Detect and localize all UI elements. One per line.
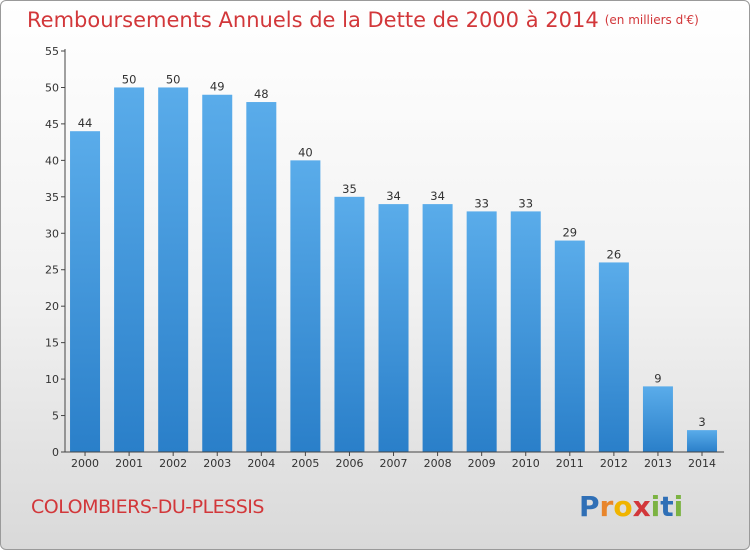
x-tick-label: 2012 <box>600 457 628 470</box>
bar <box>422 204 453 452</box>
bars: 44 50 50 49 48 40 35 34 34 33 33 29 26 9 3 <box>70 72 718 453</box>
y-tick-label: 50 <box>45 81 59 94</box>
bar <box>158 87 189 453</box>
x-tick-label: 2007 <box>380 457 408 470</box>
title-text: Remboursements Annuels de la Dette de 20… <box>27 8 599 32</box>
logo-letter: r <box>599 490 614 523</box>
bar-value-label: 50 <box>166 72 181 86</box>
y-axis: 0 5 10 15 20 25 30 35 40 45 50 55 <box>45 45 66 459</box>
bar-value-label: 34 <box>386 189 401 203</box>
proxiti-logo[interactable]: Proxiti <box>579 490 683 523</box>
x-tick-label: 2009 <box>468 457 496 470</box>
logo-letter: o <box>613 490 633 523</box>
bar <box>290 160 321 452</box>
bar <box>378 204 409 452</box>
x-tick-label: 2002 <box>159 457 187 470</box>
x-tick-label: 2013 <box>644 457 672 470</box>
x-tick-label: 2000 <box>71 457 99 470</box>
bar <box>466 211 497 452</box>
bar <box>202 94 233 452</box>
bar-value-label: 29 <box>562 226 577 240</box>
x-tick-label: 2010 <box>512 457 540 470</box>
bar <box>334 196 365 452</box>
chart-title: Remboursements Annuels de la Dette de 20… <box>27 8 699 32</box>
bar <box>642 386 673 452</box>
chart-subtitle: (en milliers d'€) <box>604 13 699 27</box>
y-tick-label: 40 <box>45 154 59 167</box>
bar <box>246 102 277 452</box>
bar-value-label: 9 <box>654 371 661 385</box>
y-tick-label: 30 <box>45 227 59 240</box>
bar-value-label: 49 <box>210 80 225 94</box>
x-tick-label: 2008 <box>424 457 452 470</box>
logo-letter: i <box>673 490 684 523</box>
y-tick-label: 20 <box>45 300 59 313</box>
bar-value-label: 33 <box>518 196 533 210</box>
y-tick-label: 55 <box>45 45 59 58</box>
x-tick-label: 2004 <box>247 457 275 470</box>
bar <box>554 240 585 452</box>
bar <box>598 262 629 452</box>
bar <box>114 87 145 453</box>
x-tick-label: 2005 <box>291 457 319 470</box>
bar-value-label: 34 <box>430 189 445 203</box>
x-tick-label: 2001 <box>115 457 143 470</box>
bar-value-label: 26 <box>607 247 622 261</box>
bar-value-label: 50 <box>122 72 137 86</box>
logo-letter: t <box>660 490 674 523</box>
bar-value-label: 3 <box>698 415 705 429</box>
bar <box>70 131 101 452</box>
bar-value-label: 40 <box>298 145 313 159</box>
logo-letter: P <box>579 490 600 523</box>
bar-value-label: 48 <box>254 87 269 101</box>
commune-name: COLOMBIERS-DU-PLESSIS <box>31 496 264 518</box>
bar <box>687 430 718 452</box>
x-tick-label: 2011 <box>556 457 584 470</box>
y-tick-label: 5 <box>52 410 59 423</box>
bar-value-label: 33 <box>474 196 489 210</box>
x-tick-label: 2014 <box>688 457 716 470</box>
y-tick-label: 10 <box>45 373 59 386</box>
y-tick-label: 35 <box>45 191 59 204</box>
y-tick-label: 45 <box>45 118 59 131</box>
y-tick-label: 0 <box>52 446 59 459</box>
y-tick-label: 25 <box>45 264 59 277</box>
logo-letter: i <box>650 490 661 523</box>
bar <box>510 211 541 452</box>
x-axis: 2000 2001 2002 2003 2004 2005 2006 2007 2008 2009… <box>65 451 725 470</box>
x-tick-label: 2006 <box>335 457 363 470</box>
x-tick-label: 2003 <box>203 457 231 470</box>
bar-value-label: 35 <box>342 182 357 196</box>
logo-letter: x <box>632 490 651 523</box>
y-tick-label: 15 <box>45 337 59 350</box>
bar-value-label: 44 <box>78 116 93 130</box>
